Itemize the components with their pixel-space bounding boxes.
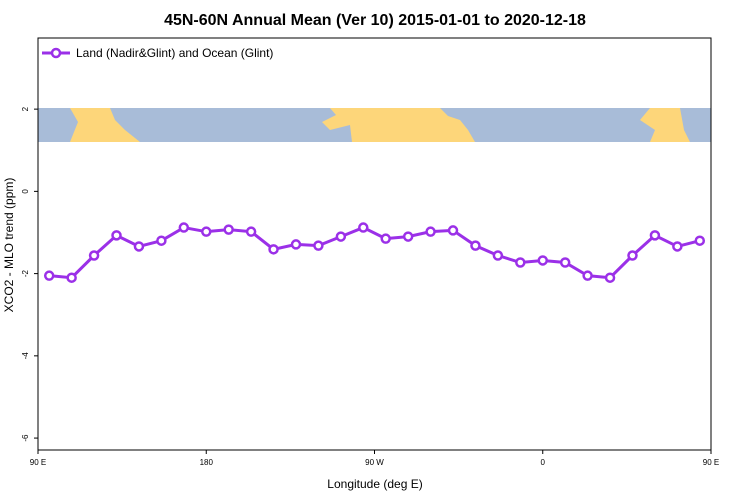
- map-band: [38, 108, 711, 142]
- data-point: [245, 226, 257, 237]
- legend: Land (Nadir&Glint) and Ocean (Glint): [42, 46, 273, 60]
- data-point: [178, 222, 190, 233]
- y-tick-label: 2: [21, 106, 30, 111]
- data-point: [582, 270, 593, 281]
- legend-marker: [50, 47, 62, 59]
- data-point: [66, 272, 77, 283]
- y-tick-label: 0: [21, 189, 30, 194]
- x-tick-label: 90 E: [30, 458, 46, 467]
- data-point: [358, 222, 369, 233]
- x-tick-label: 0: [541, 458, 546, 467]
- data-point: [537, 255, 548, 266]
- data-point: [672, 241, 683, 252]
- data-point: [335, 231, 347, 242]
- data-point: [627, 250, 638, 261]
- data-point: [223, 224, 234, 235]
- data-point: [694, 235, 706, 246]
- map-ocean: [38, 108, 711, 142]
- data-point: [559, 257, 571, 268]
- data-point: [201, 226, 212, 237]
- data-point: [515, 257, 526, 268]
- data-point: [156, 235, 167, 246]
- x-tick-label: 90 E: [703, 458, 719, 467]
- x-axis-label: Longitude (deg E): [327, 477, 422, 491]
- y-tick-label: -4: [21, 352, 30, 360]
- y-tick-label: -2: [21, 270, 30, 278]
- legend-label: Land (Nadir&Glint) and Ocean (Glint): [76, 46, 273, 60]
- data-point: [268, 244, 279, 255]
- data-point: [425, 226, 436, 237]
- data-point: [604, 272, 616, 283]
- data-point: [470, 240, 481, 251]
- data-point: [649, 230, 661, 241]
- data-point: [447, 225, 459, 236]
- x-tick-label: 90 W: [365, 458, 384, 467]
- x-tick-label: 180: [200, 458, 214, 467]
- y-axis-label: XCO2 - MLO trend (ppm): [2, 178, 16, 313]
- data-point: [402, 231, 414, 242]
- data-point: [380, 233, 391, 244]
- chart-title: 45N-60N Annual Mean (Ver 10) 2015-01-01 …: [164, 12, 586, 29]
- data-point: [492, 250, 504, 261]
- series-line: [49, 225, 701, 280]
- data-point: [133, 241, 145, 252]
- data-point: [43, 270, 55, 281]
- data-point: [111, 230, 122, 241]
- data-point: [88, 250, 100, 261]
- y-tick-label: -6: [21, 434, 30, 442]
- data-point: [290, 239, 302, 250]
- data-point: [313, 240, 324, 251]
